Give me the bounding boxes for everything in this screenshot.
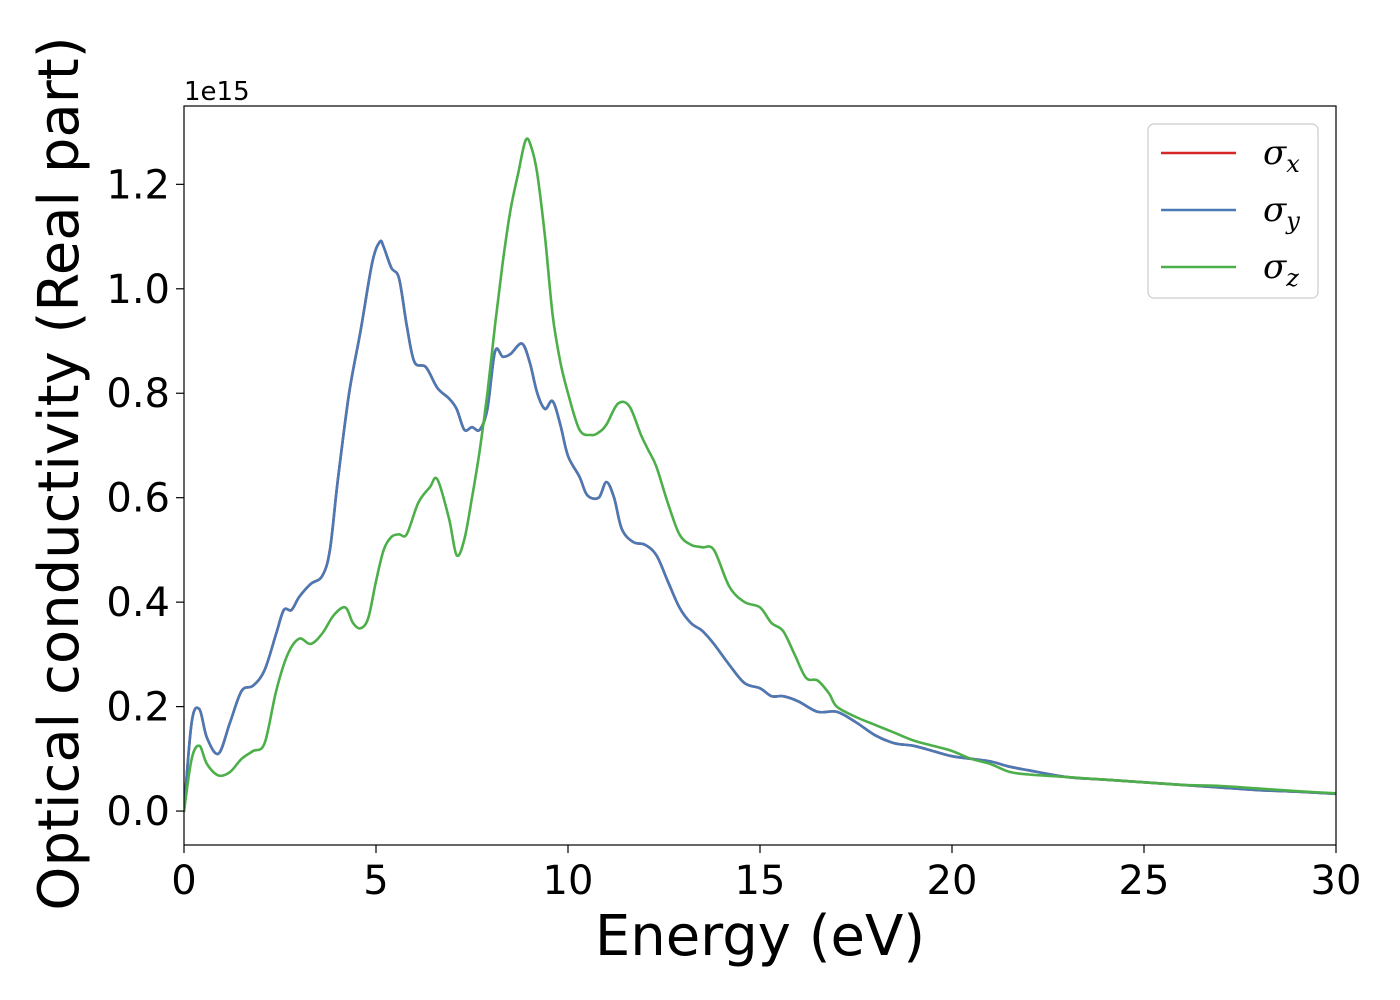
x-tick-label: 25	[1119, 858, 1170, 904]
x-axis-ticks: 0 5 10 15 20 25 30	[171, 845, 1361, 904]
x-tick-label: 0	[171, 858, 196, 904]
x-tick-label: 10	[543, 858, 594, 904]
y-axis-label: Optical conductivity (Real part)	[27, 36, 92, 910]
y-tick-label: 0.2	[106, 685, 170, 731]
series-layer	[184, 137, 1336, 813]
y-axis-ticks: 0.0 0.2 0.4 0.6 0.8 1.0 1.2	[106, 162, 184, 835]
x-tick-label: 20	[927, 858, 978, 904]
y-axis-offset-text: 1e15	[184, 77, 250, 107]
legend: σx σy σz	[1147, 123, 1319, 299]
y-tick-label: 1.0	[106, 267, 170, 313]
series-line-y	[184, 239, 1336, 813]
x-tick-label: 15	[735, 858, 786, 904]
y-tick-label: 0.4	[106, 580, 170, 626]
legend-label-x: σx	[1263, 133, 1300, 178]
x-tick-label: 5	[363, 858, 388, 904]
y-tick-label: 0.0	[106, 789, 170, 835]
y-tick-label: 1.2	[106, 162, 170, 208]
x-axis-label: Energy (eV)	[595, 904, 925, 969]
y-tick-label: 0.8	[106, 371, 170, 417]
y-tick-label: 0.6	[106, 476, 170, 522]
x-tick-label: 30	[1311, 858, 1362, 904]
legend-label-y: σy	[1263, 190, 1300, 235]
series-line-z	[184, 137, 1336, 813]
legend-label-z: σz	[1263, 247, 1299, 292]
